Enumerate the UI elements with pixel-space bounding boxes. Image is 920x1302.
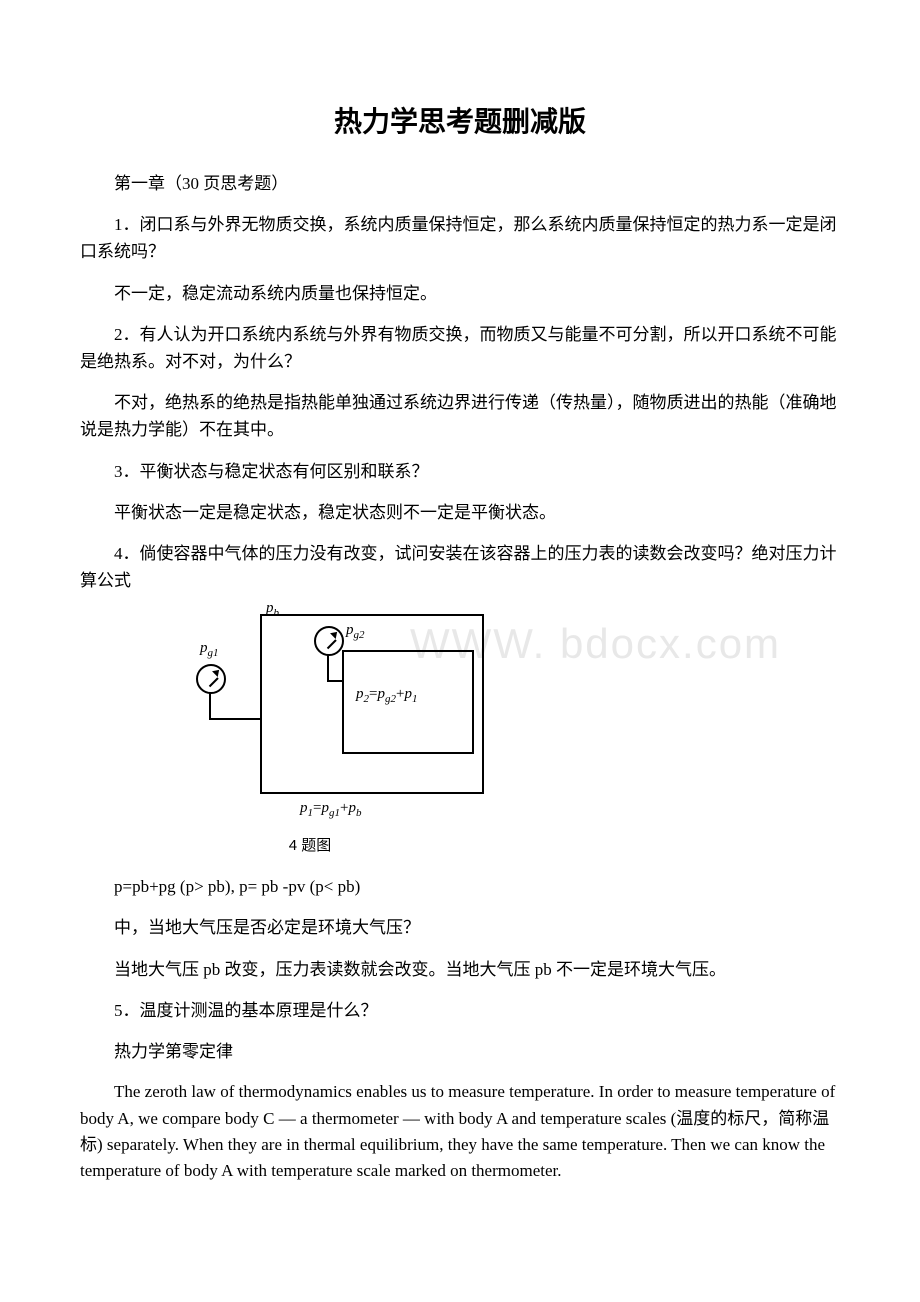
chapter-heading: 第一章（30 页思考题）: [80, 170, 840, 197]
label-p1-equation: p1=pg1+pb: [300, 800, 361, 819]
label-pg2-sub: g2: [354, 629, 365, 641]
answer-4: 当地大气压 pb 改变，压力表读数就会改变。当地大气压 pb 不一定是环境大气压…: [80, 956, 840, 983]
question-4-tail: 中，当地大气压是否必定是环境大气压？: [80, 914, 840, 941]
question-4: 4．倘使容器中气体的压力没有改变，试问安装在该容器上的压力表的读数会改变吗？绝对…: [80, 540, 840, 594]
question-5: 5．温度计测温的基本原理是什么？: [80, 997, 840, 1024]
english-paragraph: The zeroth law of thermodynamics enables…: [80, 1079, 840, 1184]
label-pb: pb: [266, 600, 279, 619]
connector-pg2-h: [327, 680, 344, 682]
question-2: 2．有人认为开口系统内系统与外界有物质交换，而物质又与能量不可分割，所以开口系统…: [80, 321, 840, 375]
answer-5: 热力学第零定律: [80, 1038, 840, 1065]
connector-pg1-v: [209, 692, 211, 720]
label-pg1-p: p: [200, 640, 208, 656]
answer-3: 平衡状态一定是稳定状态，稳定状态则不一定是平衡状态。: [80, 499, 840, 526]
label-pg1: pg1: [200, 640, 219, 659]
page-title: 热力学思考题删减版: [80, 100, 840, 140]
label-pb-sub: b: [274, 607, 280, 619]
pressure-diagram: WWW. bdocx.com pb pg1 pg2 p2=pg2+p1: [190, 608, 510, 828]
label-pg2-p: p: [346, 622, 354, 638]
question-3: 3．平衡状态与稳定状态有何区别和联系？: [80, 458, 840, 485]
diagram-caption: 4 题图: [230, 834, 390, 855]
connector-pg2-v: [327, 654, 329, 682]
answer-2: 不对，绝热系的绝热是指热能单独通过系统边界进行传递（传热量），随物质进出的热能（…: [80, 389, 840, 443]
label-pg2: pg2: [346, 622, 365, 641]
label-pg1-sub: g1: [208, 647, 219, 659]
label-pb-p: p: [266, 600, 274, 616]
equation-line: p=pb+pg (p> pb), p= pb -pv (p< pb): [80, 873, 840, 900]
connector-pg1-h: [209, 718, 262, 720]
gauge-pg1-icon: [196, 664, 226, 694]
label-p2-equation: p2=pg2+p1: [356, 686, 417, 705]
answer-1: 不一定，稳定流动系统内质量也保持恒定。: [80, 280, 840, 307]
question-1: 1．闭口系与外界无物质交换，系统内质量保持恒定，那么系统内质量保持恒定的热力系一…: [80, 211, 840, 265]
